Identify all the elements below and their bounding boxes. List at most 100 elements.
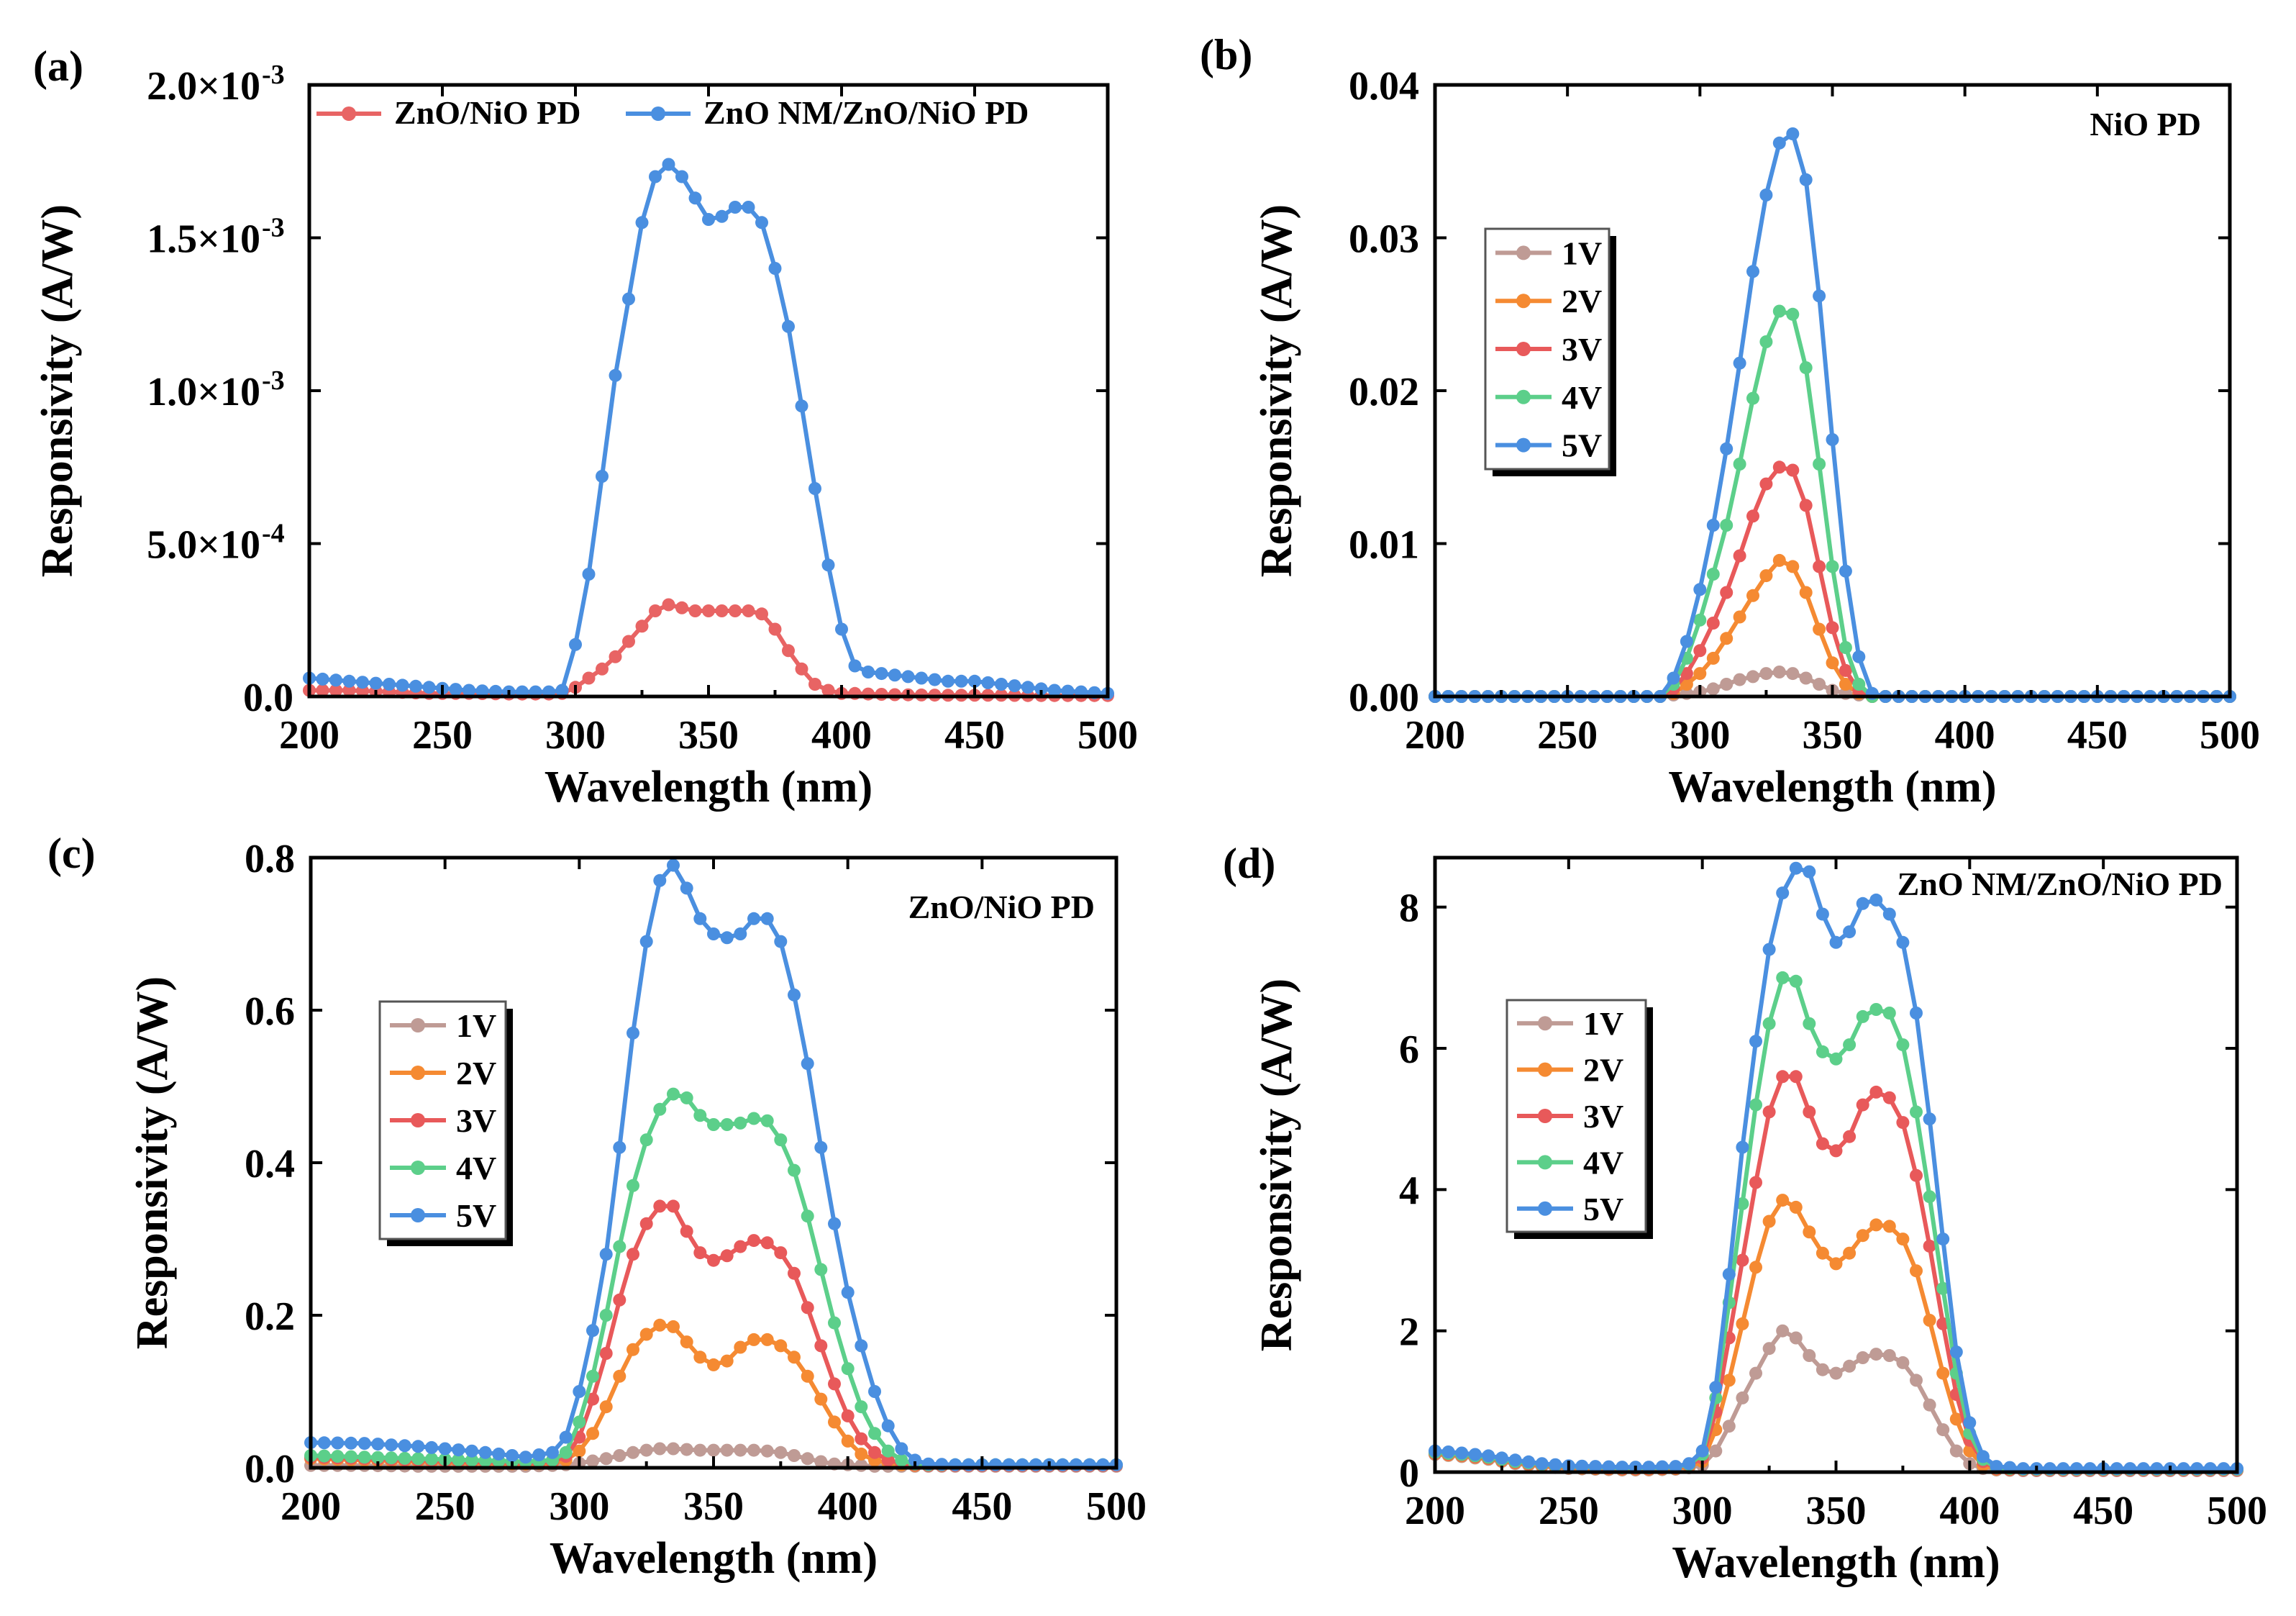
data-point bbox=[734, 1340, 747, 1354]
data-point bbox=[519, 1451, 532, 1464]
data-point bbox=[1746, 670, 1759, 684]
data-point bbox=[546, 1445, 559, 1459]
data-point bbox=[1680, 635, 1693, 648]
data-point bbox=[1669, 1460, 1682, 1474]
data-point bbox=[1034, 682, 1048, 696]
data-point bbox=[1910, 1105, 1923, 1119]
data-point bbox=[1786, 667, 1800, 681]
x-tick-label: 200 bbox=[279, 713, 340, 758]
data-point bbox=[1720, 632, 1734, 645]
data-point bbox=[795, 662, 808, 676]
data-point bbox=[828, 1217, 841, 1230]
data-point bbox=[875, 688, 888, 701]
legend-label: 5V bbox=[456, 1197, 496, 1234]
x-tick-label: 400 bbox=[1939, 1489, 2000, 1533]
legend-marker bbox=[1538, 1155, 1552, 1170]
data-point bbox=[881, 1419, 895, 1433]
data-point bbox=[768, 262, 782, 275]
data-point bbox=[357, 1451, 371, 1464]
data-point bbox=[1759, 189, 1773, 201]
data-point bbox=[649, 170, 662, 183]
legend-marker bbox=[411, 1018, 425, 1032]
data-point bbox=[622, 635, 635, 648]
legend-label: 1V bbox=[1583, 1005, 1623, 1042]
x-tick-label: 400 bbox=[811, 713, 872, 758]
data-point bbox=[1720, 519, 1734, 532]
data-point bbox=[821, 684, 835, 697]
data-point bbox=[760, 912, 774, 925]
data-point bbox=[452, 1443, 465, 1457]
legend-label: 1V bbox=[1562, 235, 1602, 271]
panel-annotation: ZnO/NiO PD bbox=[908, 889, 1095, 925]
data-point bbox=[342, 684, 356, 697]
data-point bbox=[1839, 564, 1852, 578]
data-point bbox=[855, 1400, 868, 1414]
data-point bbox=[693, 1246, 707, 1260]
data-point bbox=[720, 1118, 734, 1131]
data-point bbox=[774, 1246, 788, 1260]
x-tick-label: 400 bbox=[818, 1484, 878, 1529]
data-point bbox=[828, 1415, 841, 1429]
y-tick-label: 4 bbox=[1399, 1168, 1419, 1213]
data-point bbox=[1813, 560, 1826, 573]
data-point bbox=[345, 1436, 357, 1450]
data-point bbox=[385, 1438, 398, 1452]
data-point bbox=[1749, 1035, 1762, 1048]
data-point bbox=[1706, 568, 1720, 581]
data-point bbox=[734, 1443, 747, 1457]
data-point bbox=[1680, 678, 1693, 691]
data-point bbox=[331, 1436, 345, 1450]
y-tick-label: 5.0×10 bbox=[147, 523, 260, 568]
data-point bbox=[1468, 1448, 1482, 1461]
data-point bbox=[1762, 1342, 1776, 1356]
data-point bbox=[1455, 1446, 1469, 1460]
legend: 1V 2V 3V 4V 5V bbox=[1484, 227, 1616, 476]
data-point bbox=[1896, 1233, 1910, 1246]
data-point bbox=[1843, 1246, 1857, 1260]
data-point bbox=[801, 1452, 814, 1466]
data-point bbox=[835, 622, 848, 636]
legend-marker bbox=[411, 1113, 425, 1127]
data-point bbox=[693, 1109, 707, 1122]
data-point bbox=[1680, 667, 1693, 681]
data-point bbox=[317, 1436, 331, 1450]
data-point bbox=[814, 1140, 828, 1154]
data-point bbox=[1749, 1098, 1762, 1112]
data-point bbox=[357, 1437, 371, 1451]
data-point bbox=[875, 667, 888, 681]
data-point bbox=[599, 1309, 613, 1322]
data-point bbox=[1896, 1038, 1910, 1052]
data-point bbox=[1021, 681, 1034, 694]
data-point bbox=[1776, 971, 1790, 984]
data-point bbox=[1482, 1449, 1495, 1463]
data-point bbox=[1882, 907, 1896, 921]
data-point bbox=[747, 1333, 760, 1346]
data-point bbox=[680, 1443, 693, 1456]
data-point bbox=[760, 1236, 774, 1250]
legend-label: 3V bbox=[1562, 331, 1602, 368]
data-point bbox=[1799, 586, 1813, 599]
data-point bbox=[627, 1343, 639, 1356]
data-point bbox=[747, 912, 760, 925]
data-point bbox=[1813, 458, 1826, 471]
legend-marker bbox=[411, 1208, 425, 1222]
data-point bbox=[667, 1442, 680, 1456]
data-point bbox=[1816, 907, 1829, 921]
data-point bbox=[729, 201, 742, 214]
data-point bbox=[1549, 1458, 1562, 1471]
data-point bbox=[1816, 1137, 1829, 1150]
data-point bbox=[465, 1453, 478, 1467]
data-point bbox=[828, 1377, 841, 1391]
data-point bbox=[1720, 442, 1734, 455]
panel-label: (a) bbox=[33, 42, 83, 90]
data-point bbox=[573, 1415, 586, 1429]
data-point bbox=[342, 674, 356, 688]
y-tick-label: 0.02 bbox=[1349, 370, 1419, 414]
data-point bbox=[452, 1453, 465, 1466]
data-point bbox=[855, 1458, 868, 1472]
y-tick-exponent: -3 bbox=[262, 60, 285, 90]
data-point bbox=[895, 1442, 908, 1456]
legend-marker bbox=[1516, 294, 1531, 309]
data-point bbox=[814, 1392, 828, 1406]
data-point bbox=[1706, 682, 1720, 696]
